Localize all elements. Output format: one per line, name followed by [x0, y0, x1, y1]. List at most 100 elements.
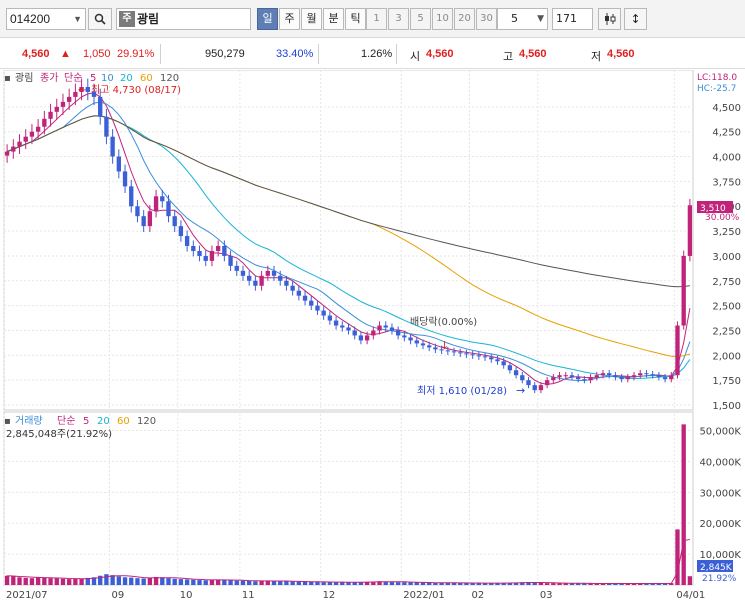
- open-label: 시: [410, 51, 421, 63]
- volume-bar: [321, 582, 326, 585]
- volume-bar: [327, 582, 333, 585]
- chevron-down-icon[interactable]: ▼: [73, 14, 82, 24]
- candle-body: [340, 325, 345, 328]
- volume-bar: [551, 583, 556, 585]
- candle-body: [98, 96, 103, 117]
- volume-bar: [631, 583, 637, 585]
- candle-body: [371, 330, 376, 336]
- quote-divider: [318, 44, 319, 64]
- volume-bar: [501, 582, 506, 585]
- period-tick-button[interactable]: 틱: [345, 8, 366, 30]
- volume-bar: [222, 580, 227, 585]
- volume-bar: [42, 577, 47, 585]
- minute-1-button[interactable]: 1: [366, 8, 387, 30]
- volume-tag: [697, 560, 733, 572]
- stock-name-box[interactable]: 주 광림: [116, 8, 251, 30]
- search-button[interactable]: [88, 8, 112, 30]
- candle-body: [234, 265, 239, 271]
- volume-bar: [625, 583, 630, 585]
- minute-5-button[interactable]: 5: [410, 8, 431, 30]
- legend-ma10: 10: [101, 73, 114, 84]
- volume-bar: [240, 580, 246, 585]
- volume-bar: [79, 578, 84, 585]
- volume-bar: [284, 581, 289, 585]
- count-input[interactable]: 171: [552, 8, 593, 30]
- minute-3-button[interactable]: 3: [388, 8, 409, 30]
- price-tick-label: 3,750: [712, 177, 741, 188]
- unit-select[interactable]: 5 ▼: [497, 8, 548, 30]
- candle-body: [79, 86, 84, 92]
- period-minute-button[interactable]: 분: [323, 8, 344, 30]
- volume-bar: [346, 582, 351, 585]
- volume-tag-text: 2,845K: [700, 563, 733, 573]
- quote-bar: 4,560 ▲ 1,050 29.91% 950,279 33.40% 1.26…: [0, 39, 745, 69]
- volume-bar: [17, 577, 22, 585]
- candle-body: [35, 126, 41, 132]
- candle-body: [594, 375, 599, 378]
- price-tick-label: 3,000: [712, 252, 741, 263]
- volume-bar: [129, 577, 134, 585]
- volume-bar: [35, 577, 41, 585]
- volume-bar: [110, 575, 115, 585]
- candle-body: [569, 375, 575, 378]
- volume-bar: [278, 581, 283, 585]
- candle-body: [42, 118, 47, 127]
- unit-value: 5: [511, 12, 518, 25]
- volume-bar: [135, 578, 140, 585]
- dividend-arrow-icon: ↓: [440, 339, 449, 352]
- volume-tick-label: 30,000K: [699, 488, 741, 499]
- volume-bar: [569, 583, 575, 585]
- search-icon: [94, 13, 106, 25]
- price-tick-label: 2,500: [712, 302, 741, 313]
- candle-body: [458, 352, 463, 354]
- volume-bar: [333, 582, 339, 585]
- legend-ma120: 120: [160, 73, 179, 84]
- stock-chart[interactable]: 1,500 1,750 2,000 2,250 2,500 2,750 3,000 3,250…: [0, 69, 745, 602]
- candle-body: [141, 216, 146, 227]
- vertical-arrows-button[interactable]: ↕: [624, 8, 647, 30]
- volume-bar: [458, 582, 463, 585]
- volume-bar: [520, 582, 525, 585]
- candle-body: [209, 250, 215, 261]
- candle-body: [395, 330, 401, 336]
- candle-body: [135, 206, 140, 217]
- period-week-button[interactable]: 주: [279, 8, 300, 30]
- volume-bar: [439, 582, 444, 585]
- volume-bar: [557, 583, 562, 585]
- candle-body: [23, 136, 28, 142]
- candle-body: [352, 330, 357, 336]
- volume-bar: [538, 582, 544, 585]
- volume-bar: [191, 579, 196, 585]
- volume-bar: [613, 583, 618, 585]
- volume-bar: [377, 581, 382, 585]
- minute-10-button[interactable]: 10: [432, 8, 453, 30]
- current-price: 4,560: [22, 48, 50, 60]
- volume-bar: [402, 582, 407, 585]
- minute-20-button[interactable]: 20: [454, 8, 475, 30]
- ma-line-10: [6, 101, 691, 381]
- candle-body: [191, 246, 196, 251]
- candle-body: [215, 246, 221, 251]
- period-day-button[interactable]: 일: [257, 8, 278, 30]
- chart-area[interactable]: 1,500 1,750 2,000 2,250 2,500 2,750 3,000 3,250…: [0, 69, 745, 602]
- volume-bar: [141, 578, 146, 585]
- chart-toolbar: 014200 ▼ 주 광림 일 주 월 분 틱 1 3 5 10 20 30 5 …: [0, 0, 745, 38]
- ma-line-60: [6, 115, 691, 358]
- minute-30-button[interactable]: 30: [476, 8, 497, 30]
- candle-body: [451, 351, 457, 353]
- volume-bar: [147, 577, 153, 585]
- volume-tick-label: 10,000K: [699, 550, 741, 561]
- legend-glyph: ▪: [4, 416, 11, 427]
- legend-ma60: 60: [140, 73, 153, 84]
- period-month-button[interactable]: 월: [301, 8, 322, 30]
- candle-body: [408, 337, 413, 341]
- volume-bar: [433, 582, 438, 585]
- stock-code-input[interactable]: 014200 ▼: [6, 8, 86, 30]
- candle-config-button[interactable]: [598, 8, 621, 30]
- volume-bar: [166, 578, 171, 585]
- candle-body: [178, 226, 184, 237]
- candle-body: [67, 96, 72, 102]
- candle-body: [247, 275, 252, 281]
- vol-legend-simple: 단순: [57, 415, 75, 427]
- candle-body: [551, 377, 556, 381]
